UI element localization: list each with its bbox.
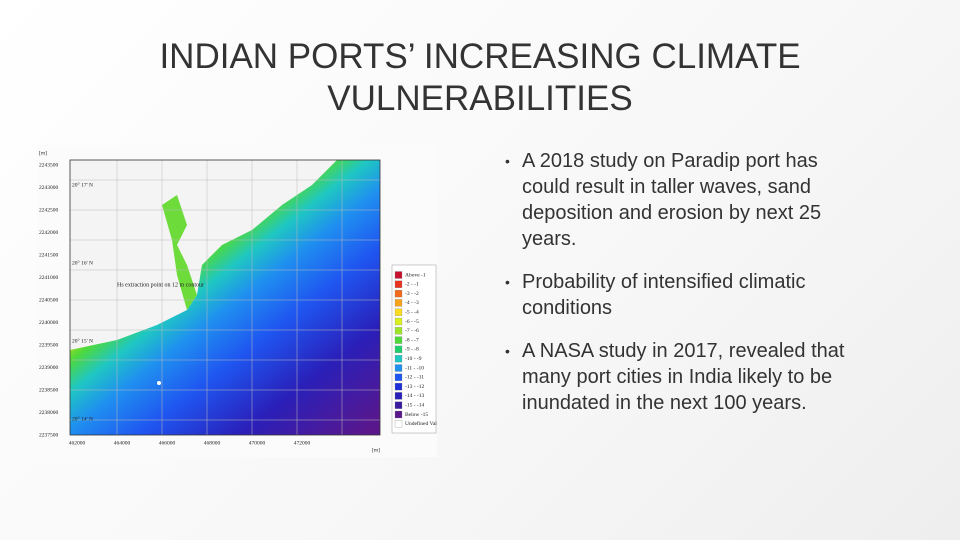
- plot-area: [70, 160, 380, 435]
- y-axis-label: 2240500: [39, 297, 59, 303]
- y-axis-label: 2240000: [39, 320, 59, 326]
- legend-label: -12 - -11: [405, 375, 424, 381]
- x-axis-label: 470000: [249, 440, 266, 446]
- legend-swatch: [394, 373, 403, 381]
- legend-swatch: [394, 420, 403, 428]
- legend-swatch: [394, 299, 403, 307]
- legend-label: -14 - -13: [405, 393, 424, 399]
- y-axis-label: 2237500: [39, 432, 59, 438]
- legend-swatch: [394, 289, 403, 298]
- y-axis-label: 2242000: [39, 230, 59, 236]
- x-axis-label: 462000: [69, 440, 86, 446]
- legend-swatch: [394, 280, 403, 288]
- legend-label: -15 - -14: [405, 402, 424, 408]
- legend-label: -10 - -9: [405, 356, 422, 362]
- legend-label: Undefined Value: [405, 420, 437, 427]
- latitude-label: 20° 17' N: [72, 181, 93, 188]
- bullet: A NASA study in 2017, revealed that many…: [502, 338, 852, 416]
- y-axis-label: 2243000: [39, 185, 59, 191]
- map-annotation: Hs extraction point on 12 m contour: [117, 282, 204, 288]
- legend-label: Below -15: [405, 412, 428, 418]
- latitude-label: 20° 14' N: [72, 415, 93, 422]
- y-axis-label: 2238500: [39, 387, 59, 393]
- legend-swatch: [394, 317, 403, 326]
- legend-swatch: [394, 382, 403, 391]
- bullet: Probability of intensified climatic cond…: [502, 269, 852, 321]
- bathymetry-map: Hs extraction point on 12 m contour [m] …: [37, 145, 437, 457]
- legend-swatch: [394, 308, 403, 316]
- axis-unit: [m]: [372, 447, 380, 453]
- legend-label: -7 - -6: [405, 328, 419, 334]
- slide-title: INDIAN PORTS’ INCREASING CLIMATE VULNERA…: [159, 37, 801, 118]
- legend-swatch: [394, 327, 403, 335]
- bullet-list: A 2018 study on Paradip port has could r…: [502, 148, 852, 433]
- legend-label: -9 - -8: [405, 347, 419, 353]
- axes: 2243500 2243000 2242500 2242000 2241500 22410…: [39, 162, 311, 446]
- legend-swatch: [394, 271, 403, 279]
- legend-swatch: [394, 364, 403, 372]
- legend-swatch: [394, 392, 403, 400]
- legend-label: -11 - -10: [405, 365, 424, 371]
- legend-swatch: [394, 345, 403, 354]
- legend: Above -1 -2 - -1 -3 - -2 -4 - -3 -5 - -4 -6 -…: [391, 264, 437, 434]
- y-axis-label: 2239500: [39, 342, 59, 348]
- legend-label: -5 - -4: [405, 309, 419, 315]
- legend-swatch: [394, 355, 403, 363]
- latitude-label: 20° 16' N: [72, 259, 93, 266]
- legend-label: -3 - -2: [405, 291, 419, 297]
- legend-label: -13 - -12: [405, 384, 424, 390]
- y-axis-label: 2241500: [39, 252, 59, 258]
- legend-label: -8 - -7: [405, 337, 419, 343]
- axis-unit: [m]: [39, 150, 47, 156]
- legend-label: Above -1: [405, 272, 426, 278]
- legend-swatch: [394, 410, 403, 419]
- x-axis-label: 468000: [204, 440, 221, 446]
- y-axis-label: 2242500: [39, 207, 59, 213]
- x-axis-label: 464000: [114, 440, 131, 446]
- y-axis-label: 2241000: [39, 275, 59, 281]
- x-axis-label: 472000: [294, 440, 311, 446]
- y-axis-label: 2238000: [39, 410, 59, 416]
- legend-swatch: [394, 401, 403, 409]
- y-axis-label: 2243500: [39, 162, 59, 168]
- x-axis-label: 466000: [159, 440, 176, 446]
- y-axis-label: 2239000: [39, 365, 59, 371]
- legend-label: -6 - -5: [405, 319, 419, 325]
- legend-label: -4 - -3: [405, 300, 419, 306]
- legend-swatch: [394, 336, 403, 344]
- bullet: A 2018 study on Paradip port has could r…: [502, 148, 852, 252]
- latitude-label: 20° 15' N: [72, 337, 93, 344]
- legend-label: -2 - -1: [405, 282, 419, 288]
